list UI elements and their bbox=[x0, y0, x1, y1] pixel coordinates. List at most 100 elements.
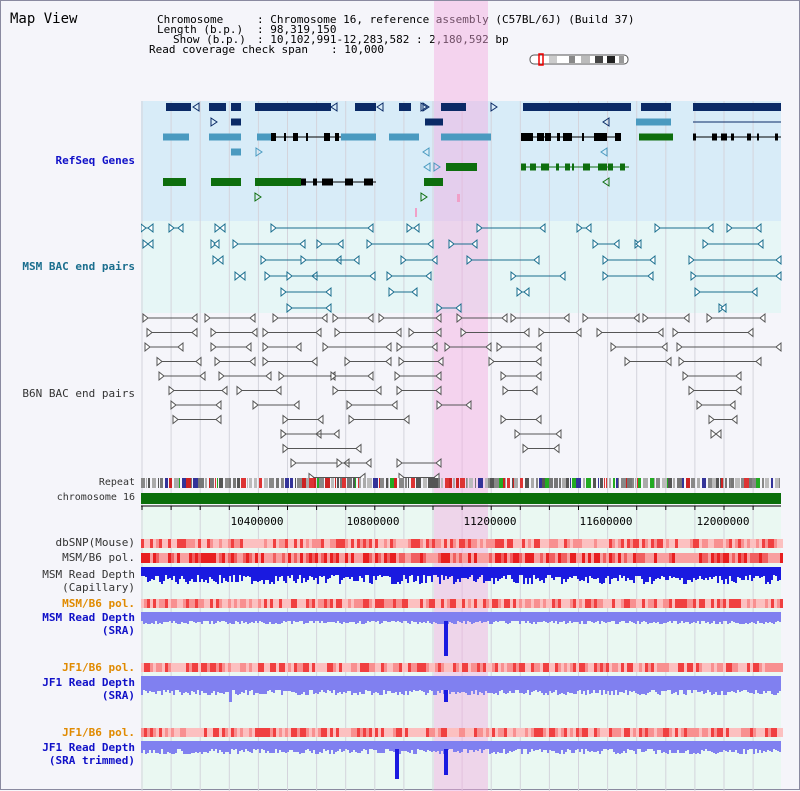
msm-bac-pair-end bbox=[286, 302, 293, 313]
jf1-b6-pol-label-2[interactable]: JF1/B6 pol. bbox=[62, 726, 135, 739]
selection-highlight[interactable] bbox=[434, 1, 488, 791]
msm-depth-sra-label-1[interactable]: MSM Read Depth bbox=[42, 611, 135, 624]
jf1-depth-trim-label-1[interactable]: JF1 Read Depth bbox=[42, 741, 135, 754]
b6n-bac-track[interactable] bbox=[141, 313, 783, 478]
gene-arrow bbox=[420, 192, 428, 202]
depth-bar bbox=[607, 575, 609, 576]
heat-cell bbox=[738, 663, 741, 672]
heat-cell bbox=[510, 553, 513, 563]
msm-b6-pol-label[interactable]: MSM/B6 pol. bbox=[62, 551, 135, 564]
depth-bar bbox=[703, 690, 705, 694]
repeat-element bbox=[749, 478, 752, 488]
heat-cell bbox=[402, 663, 405, 672]
heat-cell bbox=[318, 728, 321, 737]
jf1-depth-label-1[interactable]: JF1 Read Depth bbox=[42, 676, 135, 689]
msm-bac-pair-end bbox=[559, 270, 566, 282]
gene-block bbox=[163, 133, 189, 141]
heat-cell bbox=[525, 599, 528, 608]
depth-bar bbox=[145, 749, 147, 754]
axis-tick-label: 10400000 bbox=[231, 515, 284, 528]
depth-bar bbox=[587, 575, 589, 583]
heat-cell bbox=[378, 539, 381, 548]
repeat-track[interactable] bbox=[141, 478, 783, 490]
heat-cell bbox=[522, 539, 525, 548]
repeat-element bbox=[331, 478, 334, 488]
depth-spike bbox=[444, 621, 448, 656]
depth-bar bbox=[583, 749, 585, 754]
heat-cell bbox=[618, 663, 621, 672]
heat-cell bbox=[507, 599, 510, 608]
heat-cell bbox=[750, 728, 753, 737]
depth-bar bbox=[729, 621, 731, 623]
heat-cell bbox=[492, 728, 495, 737]
msm-bac-pair-end bbox=[147, 238, 154, 250]
heat-cell bbox=[324, 599, 327, 608]
chromosome-ideogram[interactable] bbox=[529, 53, 631, 67]
repeat-element bbox=[708, 478, 712, 488]
heat-cell bbox=[195, 663, 198, 672]
heat-cell bbox=[426, 728, 429, 737]
depth-bar bbox=[325, 690, 327, 693]
msm-bac-pair-end bbox=[406, 222, 413, 234]
depth-bar bbox=[577, 690, 579, 691]
b6n-bac-pair-end bbox=[262, 327, 269, 338]
heat-cell bbox=[366, 553, 369, 563]
depth-bar bbox=[727, 690, 729, 692]
variation-tracks[interactable] bbox=[141, 535, 783, 791]
heat-cell bbox=[531, 599, 534, 608]
heat-cell bbox=[252, 599, 255, 608]
heat-cell bbox=[636, 599, 639, 608]
depth-bar bbox=[375, 690, 377, 692]
heat-cell bbox=[621, 553, 624, 563]
depth-bar bbox=[465, 690, 467, 693]
heat-cell bbox=[303, 599, 306, 608]
heat-cell bbox=[156, 599, 159, 608]
heat-cell bbox=[666, 539, 669, 548]
heat-cell bbox=[498, 663, 501, 672]
b6n-bac-pair-end bbox=[775, 341, 782, 353]
heat-cell bbox=[480, 728, 483, 737]
depth-bar bbox=[631, 575, 633, 580]
dbsnp-label[interactable]: dbSNP(Mouse) bbox=[55, 536, 135, 549]
b6n-bac-pair-end bbox=[624, 356, 631, 367]
depth-bar bbox=[667, 749, 669, 754]
repeat-element bbox=[723, 478, 724, 488]
jf1-b6-pol-label[interactable]: JF1/B6 pol. bbox=[62, 661, 135, 674]
msm-bac-label[interactable]: MSM BAC end pairs bbox=[22, 260, 135, 273]
refseq-label[interactable]: RefSeq Genes bbox=[55, 154, 135, 167]
b6n-bac-pair-end bbox=[249, 313, 256, 324]
heat-cell bbox=[318, 539, 321, 548]
depth-bar bbox=[327, 621, 329, 622]
refseq-genes-track[interactable] bbox=[141, 101, 783, 221]
depth-bar bbox=[657, 690, 659, 694]
depth-bar bbox=[195, 749, 197, 752]
heat-cell bbox=[225, 539, 228, 548]
heat-cell bbox=[669, 599, 672, 608]
heat-cell bbox=[771, 728, 774, 737]
depth-bar bbox=[207, 749, 209, 753]
msm-bac-pair-end bbox=[576, 222, 583, 234]
heat-cell bbox=[480, 599, 483, 608]
heat-cell bbox=[222, 663, 225, 672]
heat-cell bbox=[471, 728, 474, 737]
repeat-element bbox=[729, 478, 730, 488]
depth-bar bbox=[363, 575, 365, 582]
heat-cell bbox=[282, 553, 285, 563]
depth-bar bbox=[553, 621, 555, 623]
repeat-element bbox=[408, 478, 409, 488]
msm-depth-cap-label-1[interactable]: MSM Read Depth bbox=[42, 568, 135, 581]
heat-cell bbox=[285, 553, 288, 563]
b6n-bac-label[interactable]: B6N BAC end pairs bbox=[22, 387, 135, 400]
heat-cell bbox=[264, 728, 267, 737]
msm-b6-pol-label-2[interactable]: MSM/B6 pol. bbox=[62, 597, 135, 610]
depth-bar bbox=[261, 690, 263, 694]
depth-bar bbox=[769, 621, 771, 622]
depth-bar bbox=[349, 749, 351, 753]
depth-bar bbox=[535, 749, 537, 750]
gene-exon bbox=[306, 133, 308, 141]
msm-bac-track[interactable] bbox=[141, 221, 783, 313]
heat-cell bbox=[294, 599, 297, 608]
depth-bar bbox=[285, 621, 287, 622]
b6n-bac-pair-end bbox=[321, 313, 328, 324]
